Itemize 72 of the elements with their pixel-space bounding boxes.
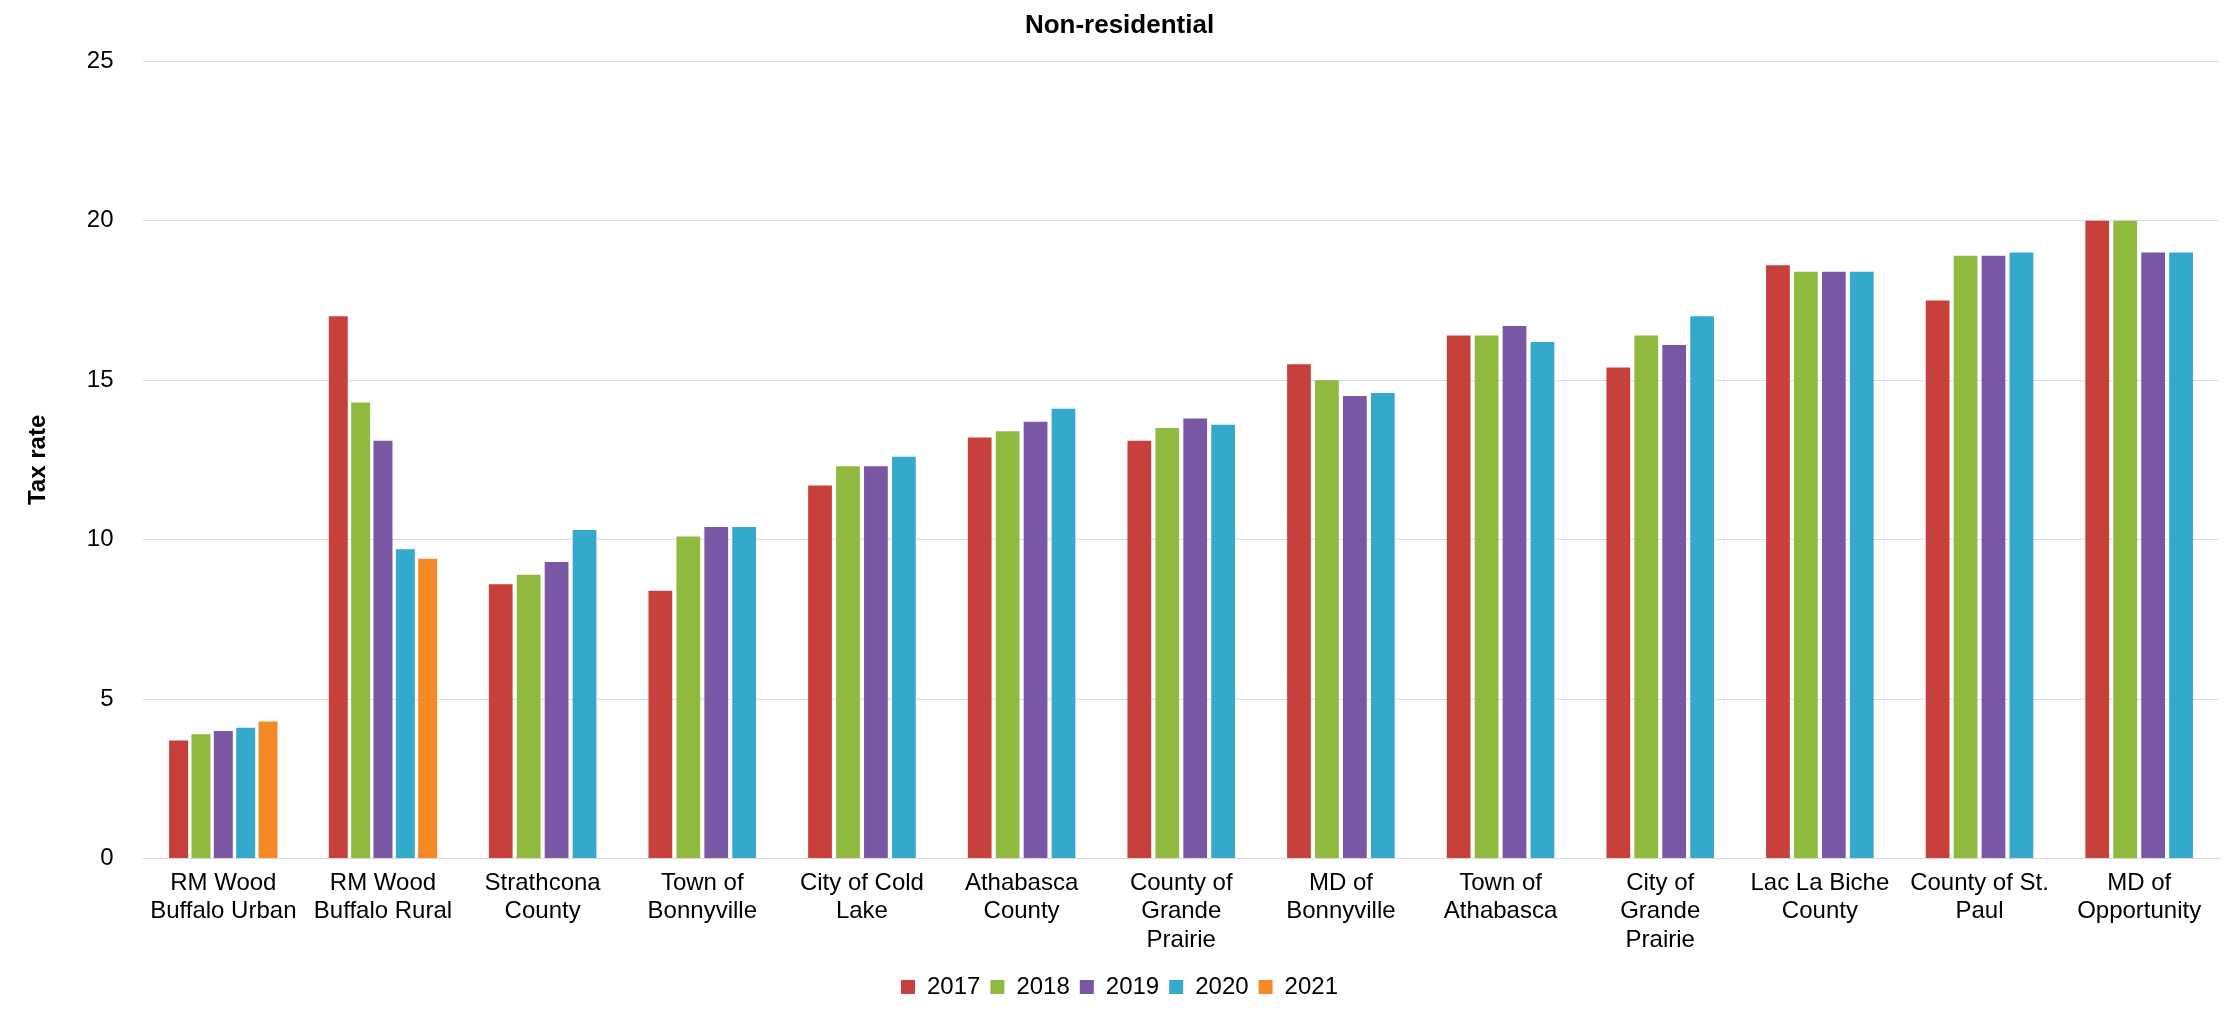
bar	[1690, 316, 1714, 859]
x-tick-label: Strathcona County	[484, 867, 602, 924]
bar	[2085, 220, 2110, 859]
legend-label: 2019	[1105, 971, 1160, 999]
bar	[704, 526, 729, 859]
bar	[1849, 271, 1874, 859]
bar	[1981, 255, 2006, 859]
bar	[1211, 424, 1236, 859]
bar	[2009, 252, 2034, 859]
bar	[488, 584, 513, 859]
bar	[1127, 440, 1152, 859]
x-tick-label: RM Wood Buffalo Rural	[313, 867, 453, 924]
bar	[2169, 252, 2193, 859]
bar	[1474, 335, 1499, 859]
legend-label: 2020	[1195, 971, 1249, 999]
bar	[1502, 325, 1527, 859]
bar	[544, 561, 569, 859]
y-tick-label: 20	[86, 205, 114, 233]
bar	[995, 431, 1020, 859]
bar	[418, 558, 438, 859]
bar	[2113, 220, 2138, 859]
x-tick-label: MD of Opportunity	[2077, 867, 2202, 924]
bar	[1606, 367, 1631, 859]
x-tick-label: County of St. Paul	[1910, 867, 2049, 924]
y-tick-label: 10	[86, 524, 114, 552]
bar	[1183, 418, 1208, 859]
bar	[516, 574, 541, 859]
bar	[1953, 255, 1978, 859]
bar	[1530, 341, 1555, 859]
y-tick-label: 0	[100, 843, 114, 871]
bar	[808, 485, 832, 859]
bar	[1287, 364, 1311, 859]
x-tick-label: City of Cold Lake	[799, 867, 924, 924]
y-tick-label: 25	[86, 45, 114, 73]
x-tick-label: MD of Bonnyville	[1286, 867, 1396, 924]
bar	[1662, 345, 1687, 859]
x-tick-label: Town of Bonnyville	[647, 867, 757, 924]
bar	[1023, 421, 1048, 859]
x-tick-label: Lac La Biche County	[1750, 867, 1890, 924]
x-tick-label: City of Grande Prairie	[1620, 867, 1701, 953]
y-tick-label: 5	[100, 683, 114, 711]
bar	[1155, 428, 1180, 859]
bar	[1446, 335, 1471, 859]
bar	[676, 536, 701, 859]
bar	[1794, 271, 1818, 859]
bar	[258, 721, 278, 859]
x-tick-label: Athabasca County	[964, 867, 1079, 924]
x-tick-label: RM Wood Buffalo Urban	[150, 867, 297, 924]
legend-label: 2018	[1016, 971, 1070, 999]
bar	[732, 526, 757, 859]
x-tick-label: Town of Athabasca	[1443, 867, 1558, 924]
bar	[1051, 408, 1076, 859]
bar	[1370, 392, 1395, 859]
bar	[1925, 300, 1950, 859]
bar	[891, 456, 916, 859]
chart-title: Non-residential	[1024, 8, 1215, 39]
bar	[967, 437, 992, 859]
x-tick-label: County of Grande Prairie	[1129, 867, 1233, 953]
legend-label: 2017	[927, 971, 981, 999]
bar	[1315, 380, 1339, 859]
bar	[1821, 271, 1846, 859]
bar	[836, 466, 860, 859]
bar	[1766, 265, 1790, 859]
legend-label: 2021	[1284, 971, 1338, 999]
bar	[1343, 396, 1367, 859]
y-axis-title: Tax rate	[23, 414, 51, 506]
y-tick-label: 15	[86, 364, 114, 392]
bar	[648, 590, 673, 859]
bar	[864, 466, 888, 859]
bar	[572, 530, 597, 859]
bar	[1634, 335, 1659, 859]
bar	[2141, 252, 2166, 859]
